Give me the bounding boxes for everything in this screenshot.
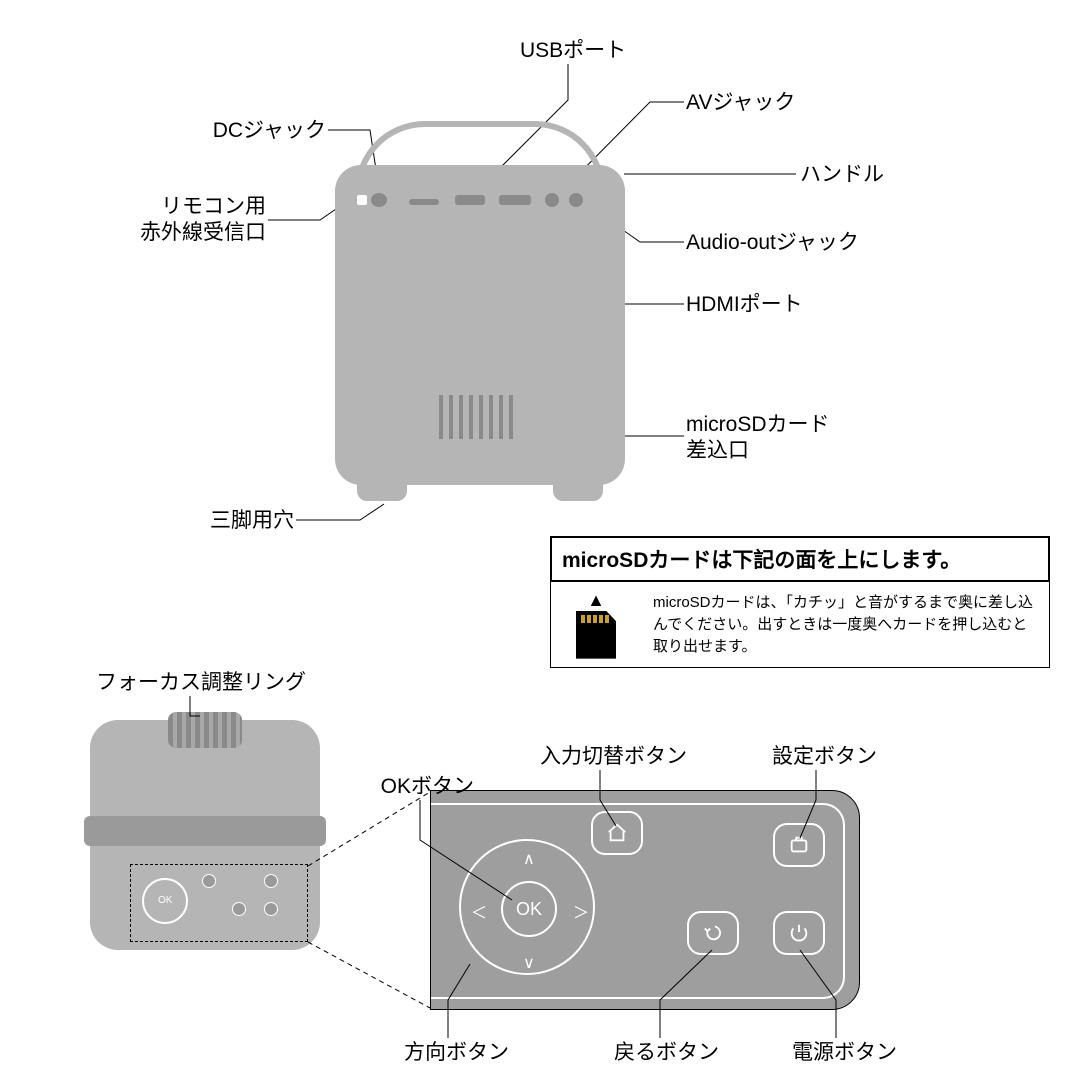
label-input-button: 入力切替ボタン: [540, 744, 687, 770]
arrow-up-icon: ▲: [587, 591, 605, 609]
input-switch-button[interactable]: [591, 811, 643, 855]
dpad-left-icon[interactable]: ＜: [471, 899, 487, 923]
settings-icon: [788, 834, 810, 856]
back-arrow-icon: [702, 922, 724, 944]
label-focus-ring: フォーカス調整リング: [96, 670, 306, 696]
port-av: [545, 193, 559, 207]
label-handle: ハンドル: [800, 162, 884, 188]
label-dc: DCジャック: [196, 118, 326, 144]
port-microsd: [409, 199, 439, 205]
label-tripod: 三脚用穴: [174, 508, 294, 534]
topview-focus-ring: [168, 712, 242, 748]
dpad-up-icon[interactable]: ∧: [523, 849, 535, 869]
rear-device: [335, 145, 625, 510]
port-dc: [371, 193, 387, 207]
label-back-button: 戻るボタン: [614, 1040, 719, 1066]
label-sd: microSDカード 差込口: [686, 412, 830, 465]
label-ok-button: OKボタン: [374, 774, 474, 800]
label-ir-l1: リモコン用: [96, 194, 266, 220]
label-av: AVジャック: [686, 90, 795, 116]
power-icon: [788, 922, 810, 944]
label-power-button: 電源ボタン: [792, 1040, 897, 1066]
sdnote-title: microSDカードは下記の面を上にします。: [550, 536, 1050, 582]
power-button[interactable]: [773, 911, 825, 955]
port-usb: [455, 195, 485, 205]
control-panel: OK ∧ ∨ ＜ ＞: [430, 790, 860, 1010]
label-hdmi: HDMIポート: [686, 292, 803, 318]
settings-button[interactable]: [773, 823, 825, 867]
dpad: OK ∧ ∨ ＜ ＞: [459, 839, 595, 975]
dpad-right-icon[interactable]: ＞: [573, 899, 589, 923]
label-sd-l2: 差込口: [686, 438, 830, 464]
top-view-device: OK: [90, 720, 320, 950]
label-audio: Audio-outジャック: [686, 230, 859, 256]
rear-foot-right: [553, 477, 603, 501]
sdnote-body: microSDカードは、「カチッ」と音がするまで奥に差し込んでください。出すとき…: [641, 582, 1049, 667]
topview-strap: [84, 816, 326, 846]
label-ir-l2: 赤外線受信口: [96, 220, 266, 246]
microsd-icon: [576, 611, 616, 659]
dpad-down-icon[interactable]: ∨: [523, 953, 535, 973]
ok-button[interactable]: OK: [501, 881, 557, 937]
port-hdmi: [499, 195, 531, 205]
port-ir: [357, 195, 367, 205]
topview-dash-box: [130, 864, 308, 942]
label-ir: リモコン用 赤外線受信口: [96, 194, 266, 247]
rear-vent: [439, 395, 519, 439]
rear-foot-left: [357, 477, 407, 501]
label-direction-button: 方向ボタン: [404, 1040, 509, 1066]
back-button[interactable]: [687, 911, 739, 955]
label-sd-l1: microSDカード: [686, 412, 830, 438]
sdnote-iconcell: ▲: [551, 582, 641, 667]
sdnote-box: microSDカードは下記の面を上にします。 ▲ microSDカードは、「カチ…: [550, 536, 1050, 668]
label-settings-button: 設定ボタン: [772, 744, 877, 770]
port-audio: [569, 193, 583, 207]
home-icon: [606, 822, 628, 844]
label-usb: USBポート: [520, 38, 626, 64]
